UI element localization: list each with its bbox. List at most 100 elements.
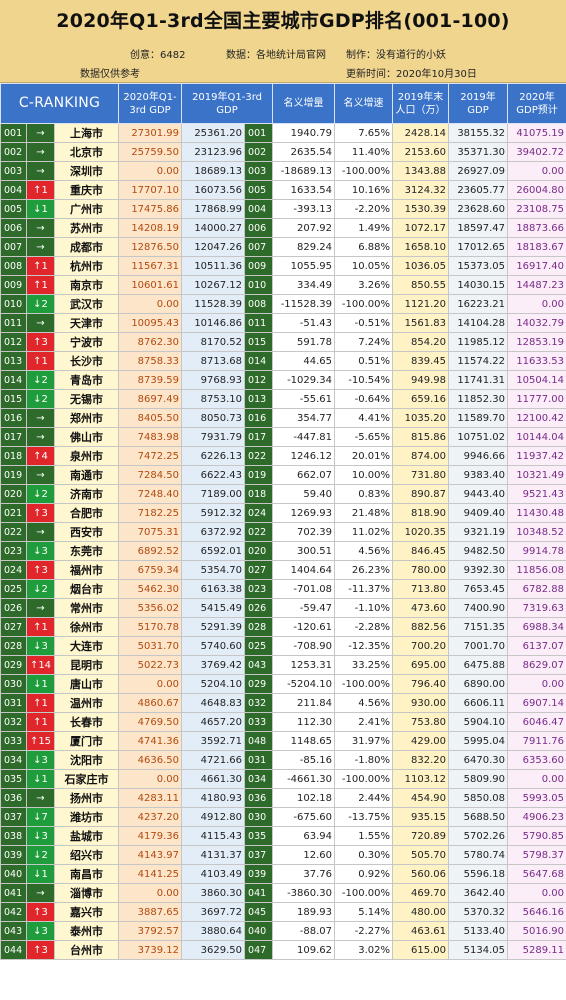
population-cell: 1036.05 (392, 256, 450, 276)
rank-2019-cell: 041 (244, 883, 274, 903)
rank-2019-cell: 010 (244, 275, 274, 295)
rank-change-cell: ↑1 (26, 180, 55, 200)
maker-text: 制作：没有道行的小妖 (346, 50, 446, 61)
gdp-2019-q1-3rd-cell: 9768.93 (181, 370, 246, 390)
gdp-2019-cell: 9443.40 (448, 484, 509, 504)
update-time-text: 更新时间：2020年10月30日 (346, 69, 477, 80)
city-name-cell: 长春市 (53, 712, 120, 732)
city-name-cell: 石家庄市 (53, 769, 120, 789)
nominal-growth-cell: 0.51% (334, 351, 394, 371)
gdp-2020-forecast-cell: 16917.40 (507, 256, 566, 276)
gdp-2019-cell: 9383.40 (448, 465, 509, 485)
nominal-increase-cell: 300.51 (272, 541, 336, 561)
rank-change-cell: ↑14 (26, 655, 55, 675)
gdp-2020-q1-3rd-cell: 4141.25 (118, 864, 183, 884)
nominal-increase-cell: 112.30 (272, 712, 336, 732)
city-name-cell: 泉州市 (53, 446, 120, 466)
gdp-2020-q1-3rd-cell: 8405.50 (118, 408, 183, 428)
rank-cell: 008 (0, 256, 27, 276)
rank-2019-cell: 020 (244, 541, 274, 561)
gdp-2019-q1-3rd-cell: 4115.43 (181, 826, 246, 846)
gdp-2019-cell: 7400.90 (448, 598, 509, 618)
city-name-cell: 常州市 (53, 598, 120, 618)
gdp-2019-q1-3rd-cell: 5912.32 (181, 503, 246, 523)
city-name-cell: 唐山市 (53, 674, 120, 694)
table-row: 001 → 上海市 27301.99 25361.20 001 1940.79 7.65% 24… (0, 123, 566, 143)
rank-change-cell: ↓3 (26, 921, 55, 941)
gdp-2019-cell: 3642.40 (448, 883, 509, 903)
population-cell: 930.00 (392, 693, 450, 713)
nominal-growth-cell: -1.80% (334, 750, 394, 770)
gdp-2019-q1-3rd-cell: 3860.30 (181, 883, 246, 903)
gdp-2020-forecast-cell: 11430.48 (507, 503, 566, 523)
nominal-increase-cell: 662.07 (272, 465, 336, 485)
col-header-nominal-increase: 名义增量 (272, 83, 336, 124)
gdp-2020-forecast-cell: 5289.11 (507, 940, 566, 960)
disclaimer-text: 数据仅供参考 (80, 69, 140, 80)
rank-cell: 037 (0, 807, 27, 827)
gdp-2020-q1-3rd-cell: 7182.25 (118, 503, 183, 523)
city-name-cell: 宁波市 (53, 332, 120, 352)
gdp-2020-q1-3rd-cell: 11567.31 (118, 256, 183, 276)
table-row: 032 ↑1 长春市 4769.50 4657.20 033 112.30 2.41% 753.… (0, 712, 566, 732)
rank-2019-cell: 045 (244, 902, 274, 922)
rank-cell: 012 (0, 332, 27, 352)
rank-2019-cell: 043 (244, 655, 274, 675)
gdp-2020-forecast-cell: 39402.72 (507, 142, 566, 162)
gdp-2019-q1-3rd-cell: 23123.96 (181, 142, 246, 162)
rank-2019-cell: 022 (244, 522, 274, 542)
city-name-cell: 福州市 (53, 560, 120, 580)
nominal-growth-cell: 21.48% (334, 503, 394, 523)
rank-cell: 023 (0, 541, 27, 561)
rank-2019-cell: 035 (244, 826, 274, 846)
nominal-increase-cell: -85.16 (272, 750, 336, 770)
population-cell: 1658.10 (392, 237, 450, 257)
nominal-increase-cell: -4661.30 (272, 769, 336, 789)
gdp-2020-forecast-cell: 6137.07 (507, 636, 566, 656)
rank-change-cell: ↑3 (26, 940, 55, 960)
nominal-increase-cell: -11528.39 (272, 294, 336, 314)
rank-cell: 026 (0, 598, 27, 618)
gdp-2019-q1-3rd-cell: 3697.72 (181, 902, 246, 922)
table-row: 003 → 深圳市 0.00 18689.13 003 -18689.13 -100.00% 1… (0, 161, 566, 181)
nominal-growth-cell: -2.28% (334, 617, 394, 637)
gdp-2019-q1-3rd-cell: 3769.42 (181, 655, 246, 675)
gdp-2019-q1-3rd-cell: 25361.20 (181, 123, 246, 143)
nominal-increase-cell: 1246.12 (272, 446, 336, 466)
gdp-2020-q1-3rd-cell: 17475.86 (118, 199, 183, 219)
city-name-cell: 淄博市 (53, 883, 120, 903)
gdp-2019-q1-3rd-cell: 8170.52 (181, 332, 246, 352)
rank-cell: 022 (0, 522, 27, 542)
gdp-2019-cell: 5370.32 (448, 902, 509, 922)
gdp-2020-q1-3rd-cell: 8739.59 (118, 370, 183, 390)
gdp-2019-cell: 5904.10 (448, 712, 509, 732)
gdp-2019-q1-3rd-cell: 4180.93 (181, 788, 246, 808)
table-row: 028 ↓3 大连市 5031.70 5740.60 025 -708.90 -12.35% 7… (0, 636, 566, 656)
rank-change-cell: ↓7 (26, 807, 55, 827)
creator-text: 创意：6482 (130, 50, 186, 61)
table-row: 038 ↓3 盐城市 4179.36 4115.43 035 63.94 1.55% 720.8… (0, 826, 566, 846)
gdp-2019-q1-3rd-cell: 5354.70 (181, 560, 246, 580)
nominal-growth-cell: -100.00% (334, 161, 394, 181)
city-name-cell: 徐州市 (53, 617, 120, 637)
table-row: 020 ↓2 济南市 7248.40 7189.00 018 59.40 0.83% 890.8… (0, 484, 566, 504)
gdp-2019-cell: 7653.45 (448, 579, 509, 599)
gdp-2020-forecast-cell: 5790.85 (507, 826, 566, 846)
city-name-cell: 天津市 (53, 313, 120, 333)
gdp-2019-q1-3rd-cell: 6592.01 (181, 541, 246, 561)
nominal-increase-cell: -18689.13 (272, 161, 336, 181)
gdp-2020-forecast-cell: 8629.07 (507, 655, 566, 675)
gdp-2020-q1-3rd-cell: 4860.67 (118, 693, 183, 713)
rank-change-cell: ↑1 (26, 275, 55, 295)
nominal-increase-cell: -447.81 (272, 427, 336, 447)
gdp-2019-cell: 5995.04 (448, 731, 509, 751)
gdp-2019-cell: 10751.02 (448, 427, 509, 447)
gdp-2020-forecast-cell: 0.00 (507, 883, 566, 903)
col-header-population-2019: 2019年末 人口（万） (392, 83, 450, 124)
gdp-2020-q1-3rd-cell: 7075.31 (118, 522, 183, 542)
gdp-2020-forecast-cell: 0.00 (507, 674, 566, 694)
population-cell: 469.70 (392, 883, 450, 903)
rank-2019-cell: 017 (244, 427, 274, 447)
gdp-2019-cell: 6470.30 (448, 750, 509, 770)
